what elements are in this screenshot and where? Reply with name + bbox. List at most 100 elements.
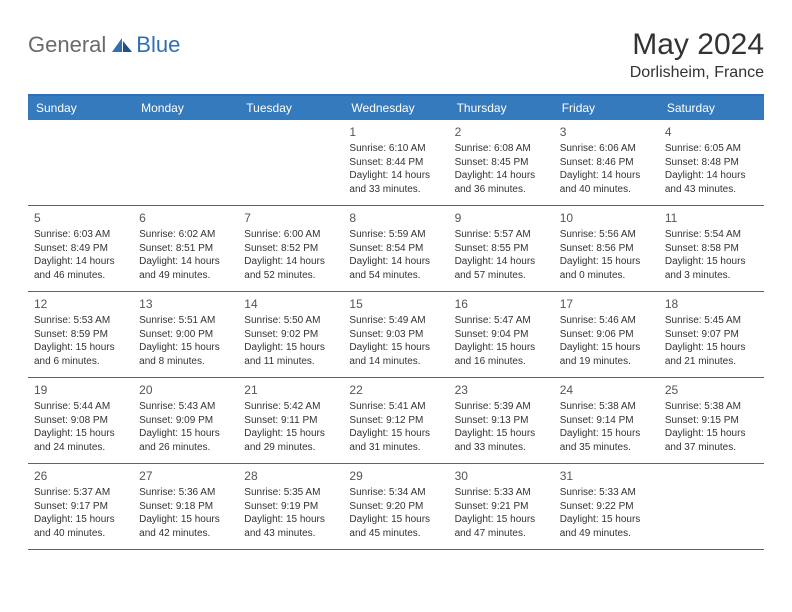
day-info-line: Sunset: 9:07 PM — [665, 328, 758, 342]
day-info-line: Daylight: 15 hours — [455, 427, 548, 441]
day-info-line: Sunset: 8:51 PM — [139, 242, 232, 256]
day-info-line: Sunrise: 5:37 AM — [34, 486, 127, 500]
day-info-line: Daylight: 14 hours — [560, 169, 653, 183]
day-info-line: Daylight: 15 hours — [455, 513, 548, 527]
day-info-line: Daylight: 15 hours — [139, 427, 232, 441]
day-info-line: and 31 minutes. — [349, 441, 442, 455]
week-row: 26Sunrise: 5:37 AMSunset: 9:17 PMDayligh… — [28, 464, 764, 550]
day-info-line: Sunrise: 5:36 AM — [139, 486, 232, 500]
brand-text-general: General — [28, 32, 106, 58]
day-info-line: Sunrise: 5:42 AM — [244, 400, 337, 414]
day-info-line: and 11 minutes. — [244, 355, 337, 369]
day-number: 30 — [455, 468, 548, 484]
day-info-line: and 47 minutes. — [455, 527, 548, 541]
day-number: 3 — [560, 124, 653, 140]
day-info-line: Sunrise: 5:43 AM — [139, 400, 232, 414]
day-cell: 10Sunrise: 5:56 AMSunset: 8:56 PMDayligh… — [554, 206, 659, 291]
day-info-line: Sunset: 8:54 PM — [349, 242, 442, 256]
day-info-line: Sunrise: 5:38 AM — [665, 400, 758, 414]
day-info-line: and 0 minutes. — [560, 269, 653, 283]
day-info-line: and 49 minutes. — [139, 269, 232, 283]
day-of-week-row: Sunday Monday Tuesday Wednesday Thursday… — [28, 96, 764, 120]
day-number: 14 — [244, 296, 337, 312]
header: General Blue May 2024 Dorlisheim, France — [28, 28, 764, 82]
day-cell: 3Sunrise: 6:06 AMSunset: 8:46 PMDaylight… — [554, 120, 659, 205]
day-info-line: Sunrise: 5:39 AM — [455, 400, 548, 414]
day-number: 22 — [349, 382, 442, 398]
day-info-line: and 45 minutes. — [349, 527, 442, 541]
day-info-line: Sunset: 9:02 PM — [244, 328, 337, 342]
day-number: 8 — [349, 210, 442, 226]
day-info-line: Sunset: 8:44 PM — [349, 156, 442, 170]
day-number: 12 — [34, 296, 127, 312]
day-info-line: and 14 minutes. — [349, 355, 442, 369]
day-info-line: Daylight: 14 hours — [349, 255, 442, 269]
day-info-line: Sunset: 9:12 PM — [349, 414, 442, 428]
day-cell: 13Sunrise: 5:51 AMSunset: 9:00 PMDayligh… — [133, 292, 238, 377]
day-info-line: Sunrise: 6:05 AM — [665, 142, 758, 156]
day-info-line: Sunset: 8:49 PM — [34, 242, 127, 256]
day-info-line: Sunrise: 6:06 AM — [560, 142, 653, 156]
day-info-line: Daylight: 15 hours — [665, 341, 758, 355]
week-row: 19Sunrise: 5:44 AMSunset: 9:08 PMDayligh… — [28, 378, 764, 464]
day-info-line: Sunrise: 6:00 AM — [244, 228, 337, 242]
day-cell: 23 Sunrise: 5:39 AMSunset: 9:13 PMDayligh… — [449, 378, 554, 463]
day-info-line: Sunrise: 5:38 AM — [560, 400, 653, 414]
day-info-line: and 49 minutes. — [560, 527, 653, 541]
day-info-line: and 16 minutes. — [455, 355, 548, 369]
day-info-line: Daylight: 14 hours — [455, 255, 548, 269]
day-info-line: Sunset: 9:09 PM — [139, 414, 232, 428]
day-info-line: Sunset: 9:15 PM — [665, 414, 758, 428]
day-info-line: and 43 minutes. — [665, 183, 758, 197]
day-number: 18 — [665, 296, 758, 312]
dow-tuesday: Tuesday — [238, 96, 343, 120]
day-cell: 17Sunrise: 5:46 AMSunset: 9:06 PMDayligh… — [554, 292, 659, 377]
day-cell: 27Sunrise: 5:36 AMSunset: 9:18 PMDayligh… — [133, 464, 238, 549]
day-info-line: and 6 minutes. — [34, 355, 127, 369]
day-info-line: and 35 minutes. — [560, 441, 653, 455]
day-info-line: Daylight: 15 hours — [349, 427, 442, 441]
day-info-line: Sunset: 9:04 PM — [455, 328, 548, 342]
day-cell: 20Sunrise: 5:43 AMSunset: 9:09 PMDayligh… — [133, 378, 238, 463]
day-cell: 29Sunrise: 5:34 AMSunset: 9:20 PMDayligh… — [343, 464, 448, 549]
day-info-line: and 36 minutes. — [455, 183, 548, 197]
day-info-line: and 33 minutes. — [349, 183, 442, 197]
week-row: 5Sunrise: 6:03 AMSunset: 8:49 PMDaylight… — [28, 206, 764, 292]
day-cell: 11Sunrise: 5:54 AMSunset: 8:58 PMDayligh… — [659, 206, 764, 291]
day-info-line: Daylight: 14 hours — [34, 255, 127, 269]
day-number: 7 — [244, 210, 337, 226]
day-number: 6 — [139, 210, 232, 226]
day-number: 28 — [244, 468, 337, 484]
day-info-line: Daylight: 15 hours — [244, 341, 337, 355]
day-cell: 7Sunrise: 6:00 AMSunset: 8:52 PMDaylight… — [238, 206, 343, 291]
day-info-line: Daylight: 15 hours — [244, 513, 337, 527]
day-info-line: Sunset: 8:48 PM — [665, 156, 758, 170]
day-info-line: Sunrise: 6:08 AM — [455, 142, 548, 156]
day-info-line: and 33 minutes. — [455, 441, 548, 455]
day-info-line: Sunrise: 6:02 AM — [139, 228, 232, 242]
brand-logo: General Blue — [28, 28, 180, 58]
day-number: 23 — [455, 382, 548, 398]
day-info-line: Sunrise: 5:44 AM — [34, 400, 127, 414]
day-info-line: Sunrise: 5:47 AM — [455, 314, 548, 328]
day-cell: 15Sunrise: 5:49 AMSunset: 9:03 PMDayligh… — [343, 292, 448, 377]
day-info-line: Daylight: 14 hours — [665, 169, 758, 183]
day-info-line: Sunset: 9:06 PM — [560, 328, 653, 342]
day-number: 5 — [34, 210, 127, 226]
day-info-line: and 52 minutes. — [244, 269, 337, 283]
day-info-line: Sunset: 9:03 PM — [349, 328, 442, 342]
day-number: 27 — [139, 468, 232, 484]
day-info-line: Daylight: 15 hours — [665, 255, 758, 269]
day-info-line: Sunset: 9:13 PM — [455, 414, 548, 428]
day-number: 9 — [455, 210, 548, 226]
day-number: 15 — [349, 296, 442, 312]
day-info-line: Daylight: 14 hours — [244, 255, 337, 269]
day-cell: 2Sunrise: 6:08 AMSunset: 8:45 PMDaylight… — [449, 120, 554, 205]
day-info-line: Daylight: 15 hours — [560, 255, 653, 269]
day-number: 29 — [349, 468, 442, 484]
calendar: Sunday Monday Tuesday Wednesday Thursday… — [28, 94, 764, 550]
week-row: 12Sunrise: 5:53 AMSunset: 8:59 PMDayligh… — [28, 292, 764, 378]
day-info-line: and 57 minutes. — [455, 269, 548, 283]
day-info-line: Daylight: 15 hours — [665, 427, 758, 441]
day-info-line: Sunrise: 6:03 AM — [34, 228, 127, 242]
